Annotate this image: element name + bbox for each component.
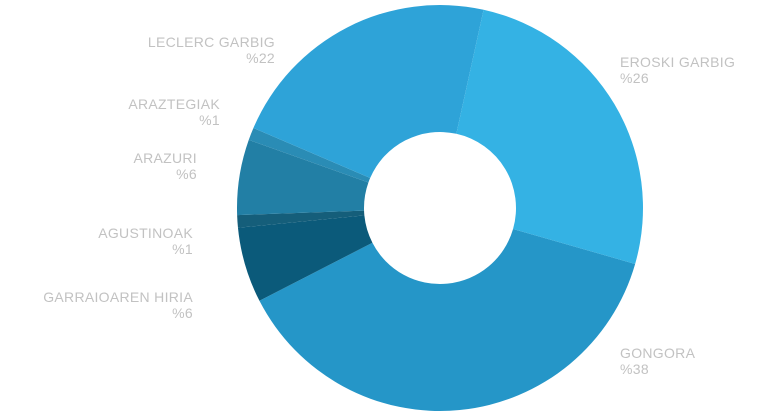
donut-slice-garraioaren-hiria [237,215,373,301]
donut-slice-agustinoak [237,210,365,228]
slice-label: ARAZURI [133,150,197,166]
slice-percent: %26 [620,70,649,86]
label-araztegiak: ARAZTEGIAK %1 [128,96,220,128]
label-gongora: GONGORA %38 [620,345,695,377]
slice-label: GARRAIOAREN HIRIA [43,289,193,305]
label-leclerc-garbig: LECLERC GARBIG %22 [148,34,275,66]
donut-slice-gongora [259,228,636,411]
slice-label: EROSKI GARBIG [620,54,736,70]
slice-percent: %1 [172,241,193,257]
donut-slice-araztegiak [248,128,371,183]
donut-slice-leclerc-garbig [253,4,484,179]
slice-label: ARAZTEGIAK [128,96,220,112]
label-agustinoak: AGUSTINOAK %1 [98,225,193,257]
slice-label: LECLERC GARBIG [147,34,275,50]
slice-label: GONGORA [620,345,696,361]
slice-percent: %6 [176,166,197,182]
slice-percent: %38 [620,361,649,377]
donut-slice-arazuri [237,139,369,216]
donut-slice-eroski-garbig [456,9,643,264]
label-arazuri: ARAZURI %6 [133,150,197,182]
slice-label: AGUSTINOAK [98,225,193,241]
label-garraioaren-hiria: GARRAIOAREN HIRIA %6 [43,289,193,321]
slice-percent: %22 [246,50,275,66]
slice-percent: %1 [199,112,220,128]
slice-percent: %6 [172,305,193,321]
label-eroski-garbig: EROSKI GARBIG %26 [620,54,735,86]
